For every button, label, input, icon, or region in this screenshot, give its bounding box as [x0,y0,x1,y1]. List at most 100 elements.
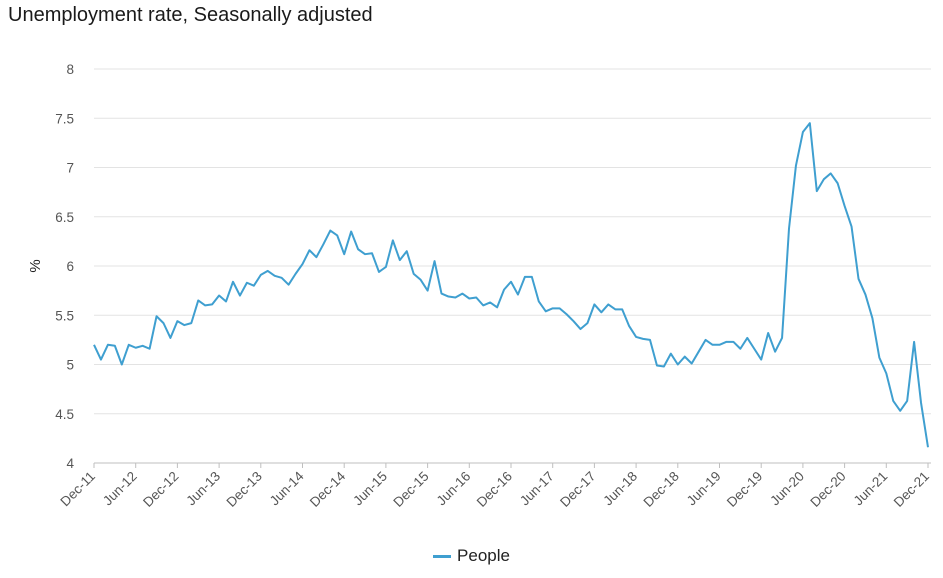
data-point[interactable] [522,274,528,280]
data-point[interactable] [661,363,667,369]
data-point[interactable] [835,180,841,186]
data-point[interactable] [786,226,792,232]
data-point[interactable] [418,277,424,283]
data-point[interactable] [758,357,764,363]
data-point[interactable] [904,398,910,404]
data-point[interactable] [800,129,806,135]
data-point[interactable] [258,272,264,278]
data-point[interactable] [876,355,882,361]
data-point[interactable] [737,346,743,352]
data-point[interactable] [730,339,736,345]
data-point[interactable] [425,288,431,294]
data-point[interactable] [167,335,173,341]
data-point[interactable] [883,370,889,376]
data-point[interactable] [703,337,709,343]
data-point[interactable] [411,271,417,277]
data-point[interactable] [710,342,716,348]
data-point[interactable] [195,297,201,303]
data-point[interactable] [459,291,465,297]
data-point[interactable] [842,203,848,209]
data-point[interactable] [286,282,292,288]
data-point[interactable] [348,229,354,235]
data-point[interactable] [265,268,271,274]
data-point[interactable] [772,349,778,355]
data-point[interactable] [591,301,597,307]
data-point[interactable] [327,228,333,234]
data-point[interactable] [119,362,125,368]
data-point[interactable] [751,346,757,352]
data-point[interactable] [744,335,750,341]
data-point[interactable] [807,120,813,126]
data-point[interactable] [98,357,104,363]
data-point[interactable] [828,170,834,176]
data-point[interactable] [529,274,535,280]
data-point[interactable] [112,343,118,349]
data-point[interactable] [626,323,632,329]
data-point[interactable] [91,342,97,348]
data-point[interactable] [251,283,257,289]
data-point[interactable] [605,301,611,307]
data-point[interactable] [300,261,306,267]
data-point[interactable] [105,342,111,348]
data-point[interactable] [696,349,702,355]
data-point[interactable] [647,337,653,343]
data-point[interactable] [140,343,146,349]
data-point[interactable] [188,320,194,326]
data-point[interactable] [918,400,924,406]
data-point[interactable] [355,246,361,252]
data-point[interactable] [633,334,639,340]
data-point[interactable] [404,248,410,254]
data-point[interactable] [619,306,625,312]
data-point[interactable] [564,311,570,317]
data-point[interactable] [925,444,931,450]
data-point[interactable] [779,335,785,341]
data-point[interactable] [230,279,236,285]
data-point[interactable] [612,306,618,312]
data-point[interactable] [723,339,729,345]
data-point[interactable] [814,188,820,194]
data-point[interactable] [126,342,132,348]
data-point[interactable] [717,342,723,348]
data-point[interactable] [452,295,458,301]
data-point[interactable] [890,398,896,404]
data-point[interactable] [640,336,646,342]
data-point[interactable] [862,292,868,298]
data-point[interactable] [279,275,285,281]
data-point[interactable] [432,258,438,264]
data-point[interactable] [237,293,243,299]
data-point[interactable] [765,330,771,336]
data-point[interactable] [306,247,312,253]
data-point[interactable] [557,305,563,311]
data-point[interactable] [216,293,222,299]
data-point[interactable] [341,251,347,257]
data-point[interactable] [209,301,215,307]
data-point[interactable] [383,264,389,270]
data-point[interactable] [293,271,299,277]
data-point[interactable] [689,361,695,367]
data-point[interactable] [223,298,229,304]
data-point[interactable] [376,269,382,275]
data-point[interactable] [849,224,855,230]
data-point[interactable] [911,339,917,345]
data-point[interactable] [793,163,799,169]
data-point[interactable] [869,315,875,321]
data-point[interactable] [480,302,486,308]
data-point[interactable] [174,318,180,324]
data-point[interactable] [515,292,521,298]
data-point[interactable] [369,250,375,256]
data-point[interactable] [550,305,556,311]
data-point[interactable] [439,291,445,297]
data-point[interactable] [202,302,208,308]
data-point[interactable] [598,309,604,315]
data-point[interactable] [272,273,278,279]
data-point[interactable] [487,299,493,305]
data-point[interactable] [494,304,500,310]
data-point[interactable] [133,345,139,351]
data-point[interactable] [578,326,584,332]
data-point[interactable] [571,318,577,324]
data-point[interactable] [320,241,326,247]
data-point[interactable] [675,362,681,368]
data-point[interactable] [161,320,167,326]
data-point[interactable] [313,254,319,260]
data-point[interactable] [821,176,827,182]
